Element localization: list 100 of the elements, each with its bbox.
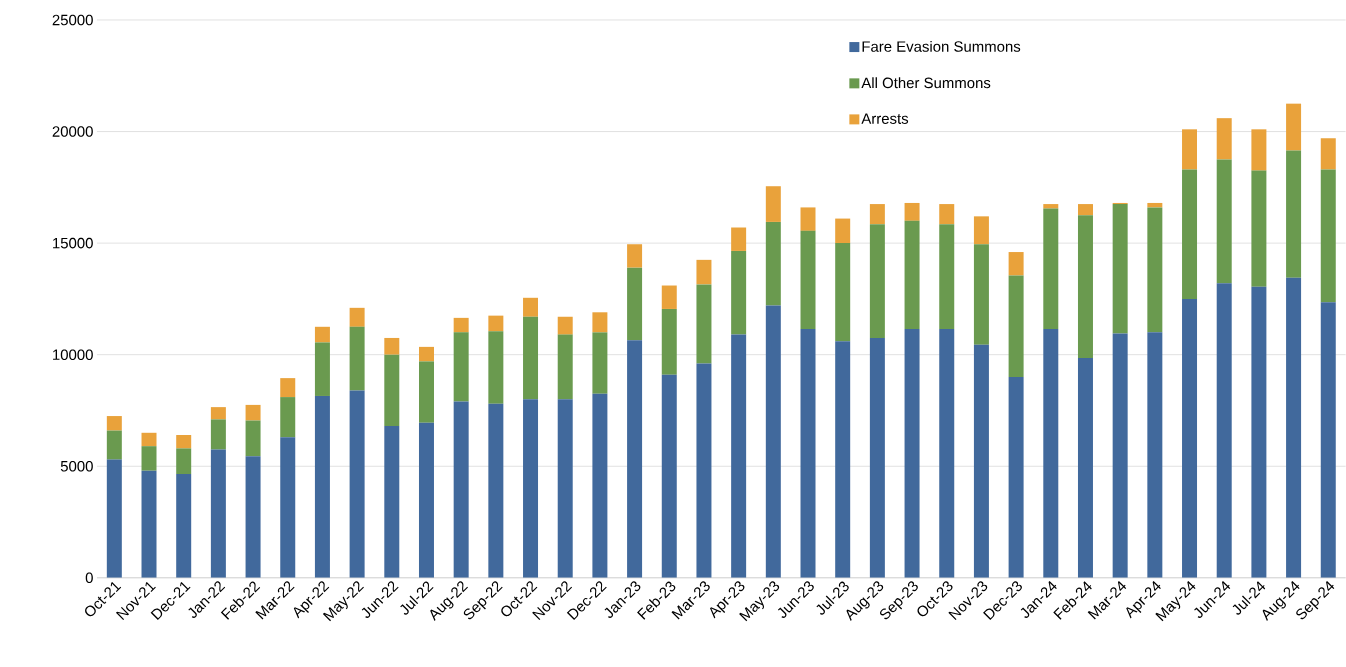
- bar: [1043, 208, 1059, 330]
- y-tick-label: 25000: [52, 14, 93, 26]
- bar: [973, 216, 989, 245]
- bar: [106, 459, 122, 578]
- bar: [661, 285, 677, 310]
- bar: [869, 204, 885, 225]
- bar: [835, 218, 851, 244]
- bar: [176, 435, 192, 449]
- bar: [1147, 203, 1163, 208]
- bar: [1043, 329, 1059, 578]
- bar: [1216, 159, 1232, 284]
- bar: [592, 312, 608, 333]
- bar: [939, 204, 955, 225]
- bar: [1008, 377, 1024, 578]
- bar: [835, 341, 851, 578]
- bar: [661, 309, 677, 375]
- bar: [1251, 129, 1267, 171]
- bar: [1043, 204, 1059, 209]
- bar: [800, 230, 816, 330]
- bar: [314, 326, 330, 343]
- bar: [1077, 215, 1093, 359]
- bar: [627, 244, 643, 268]
- bar: [557, 399, 573, 578]
- bar: [453, 401, 469, 578]
- bar: [210, 419, 226, 450]
- legend-label: All Other Summons: [861, 77, 991, 89]
- bar: [765, 305, 781, 578]
- bar: [210, 407, 226, 420]
- bar: [731, 251, 747, 335]
- bar: [557, 316, 573, 335]
- bar: [314, 342, 330, 397]
- bar: [384, 426, 400, 578]
- bar: [280, 437, 296, 578]
- bar: [1008, 275, 1024, 378]
- bar: [904, 329, 920, 578]
- bar: [523, 399, 539, 578]
- legend-label: Arrests: [861, 113, 909, 125]
- y-tick-label: 10000: [53, 349, 93, 361]
- bar: [1216, 283, 1232, 578]
- bar: [1320, 138, 1336, 170]
- bar: [384, 354, 400, 427]
- bar: [696, 284, 712, 364]
- bar: [835, 243, 851, 342]
- bar: [1182, 129, 1198, 170]
- bar: [1320, 302, 1336, 578]
- bar: [731, 227, 747, 252]
- bar: [1077, 358, 1093, 578]
- bar: [523, 297, 539, 317]
- legend-label: Fare Evasion Summons: [862, 41, 1021, 52]
- bar: [765, 186, 781, 223]
- bar: [1216, 118, 1232, 160]
- bar: [245, 420, 261, 457]
- bar: [418, 422, 434, 578]
- bar: [696, 363, 712, 578]
- bar: [731, 334, 747, 578]
- bar: [106, 416, 122, 431]
- bar: [1251, 170, 1267, 287]
- bar: [1147, 332, 1163, 578]
- bar: [592, 393, 608, 578]
- bar: [349, 326, 365, 391]
- bar: [1286, 277, 1302, 578]
- bar: [1286, 150, 1302, 278]
- bar: [973, 344, 989, 578]
- bar: [488, 331, 504, 404]
- bar: [314, 396, 330, 578]
- bar: [349, 390, 365, 578]
- bar: [210, 449, 226, 578]
- bar: [869, 224, 885, 339]
- bar: [176, 448, 192, 475]
- bar: [904, 220, 920, 330]
- bar: [1182, 299, 1198, 578]
- bar: [488, 315, 504, 332]
- bar: [245, 456, 261, 578]
- bar: [1112, 333, 1128, 578]
- bar: [418, 346, 434, 362]
- bar: [973, 244, 989, 345]
- bar: [1251, 286, 1267, 578]
- bar: [627, 267, 643, 341]
- bar: [939, 329, 955, 578]
- bar: [384, 338, 400, 355]
- bar: [280, 378, 296, 398]
- bar: [939, 224, 955, 330]
- bar: [1112, 204, 1128, 334]
- bar: [557, 334, 573, 400]
- y-tick-label: 20000: [52, 126, 93, 137]
- bar: [523, 316, 539, 400]
- bar: [800, 329, 816, 578]
- bar: [1077, 204, 1093, 216]
- bar: [1286, 103, 1302, 151]
- y-tick-label: 15000: [53, 237, 93, 249]
- bar: [418, 361, 434, 423]
- bar: [141, 470, 157, 578]
- bar: [765, 222, 781, 306]
- bar: [1147, 207, 1163, 333]
- bar: [904, 203, 920, 221]
- bar: [696, 259, 712, 285]
- bar: [176, 474, 192, 578]
- bar: [245, 404, 261, 421]
- bar: [141, 446, 157, 471]
- bar: [280, 397, 296, 438]
